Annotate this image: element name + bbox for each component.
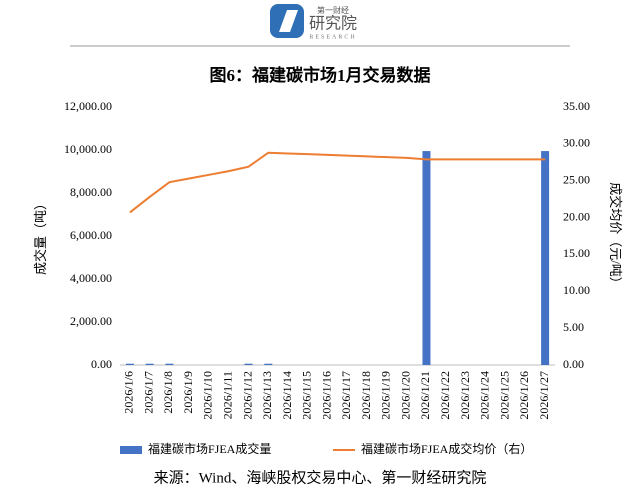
y2-tick-label: 0.00 <box>563 357 584 371</box>
x-tick-label: 2026/1/24 <box>478 371 492 420</box>
x-tick-label: 2026/1/25 <box>497 371 511 420</box>
bar <box>244 363 253 365</box>
x-tick-label: 2026/1/13 <box>260 371 274 420</box>
line <box>129 151 546 214</box>
brand-en: RESEARCH <box>309 34 356 40</box>
source: 来源：Wind、海峡股权交易中心、第一财经研究院 <box>154 468 487 486</box>
x-tick-label: 2026/1/8 <box>161 371 175 414</box>
x-tick-label: 2026/1/18 <box>359 371 373 420</box>
y2-tick-label: 20.00 <box>563 209 590 223</box>
bar <box>264 363 273 365</box>
x-tick-label: 2026/1/16 <box>319 371 333 420</box>
x-tick-label: 2026/1/10 <box>201 371 215 420</box>
bar <box>165 363 174 365</box>
chart-title: 图6：福建碳市场1月交易数据 <box>210 65 431 85</box>
y-tick-label: 10,000.00 <box>64 142 112 156</box>
legend-label: 福建碳市场FJEA成交均价（右） <box>361 441 532 456</box>
y-tick-label: 12,000.00 <box>64 99 112 113</box>
x-tick-label: 2026/1/23 <box>458 371 472 420</box>
x-tick-label: 2026/1/27 <box>537 371 551 420</box>
legend-label: 福建碳市场FJEA成交量 <box>148 441 271 456</box>
x-tick-label: 2026/1/20 <box>398 371 412 420</box>
bar <box>125 363 134 365</box>
y2-axis-title: 成交均价（元/吨） <box>608 182 623 290</box>
x-tick-label: 2026/1/19 <box>379 371 393 420</box>
x-tick-label: 2026/1/22 <box>438 371 452 420</box>
y2-tick-label: 30.00 <box>563 136 590 150</box>
y2-tick-label: 35.00 <box>563 99 590 113</box>
y2-tick-label: 5.00 <box>563 320 584 334</box>
logo-mark <box>279 10 298 32</box>
x-tick-label: 2026/1/26 <box>517 371 531 420</box>
logo: 第一财经 研究院 RESEARCH <box>270 4 357 40</box>
brand: 研究院 <box>309 14 357 33</box>
bar <box>541 151 550 365</box>
x-tick-label: 2026/1/15 <box>300 371 314 420</box>
y-tick-label: 6,000.00 <box>70 228 112 242</box>
x-tick-label: 2026/1/7 <box>141 371 155 414</box>
x-tick-label: 2026/1/9 <box>181 371 195 414</box>
bar <box>422 151 431 365</box>
y-tick-label: 4,000.00 <box>70 271 112 285</box>
x-tick-label: 2026/1/21 <box>418 371 432 420</box>
y-axis-title: 成交量（吨） <box>33 197 48 275</box>
x-tick-label: 2026/1/6 <box>122 371 136 414</box>
x-tick-label: 2026/1/11 <box>221 371 235 419</box>
y2-tick-label: 25.00 <box>563 172 590 186</box>
bar <box>145 363 154 365</box>
y-tick-label: 0.00 <box>91 357 112 371</box>
y-tick-label: 2,000.00 <box>70 314 112 328</box>
brand-small: 第一财经 <box>317 5 349 15</box>
y-tick-label: 8,000.00 <box>70 185 112 199</box>
x-tick-label: 2026/1/12 <box>240 371 254 420</box>
x-tick-label: 2026/1/14 <box>280 371 294 420</box>
x-tick-label: 2026/1/17 <box>339 371 353 420</box>
legend-swatch <box>120 446 142 454</box>
y2-tick-label: 15.00 <box>563 246 590 260</box>
y2-tick-label: 10.00 <box>563 283 590 297</box>
